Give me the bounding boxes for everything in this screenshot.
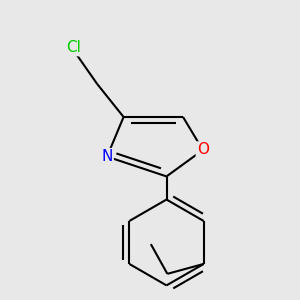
Text: N: N [101,149,113,164]
Text: Cl: Cl [67,40,82,55]
Text: O: O [197,142,209,158]
